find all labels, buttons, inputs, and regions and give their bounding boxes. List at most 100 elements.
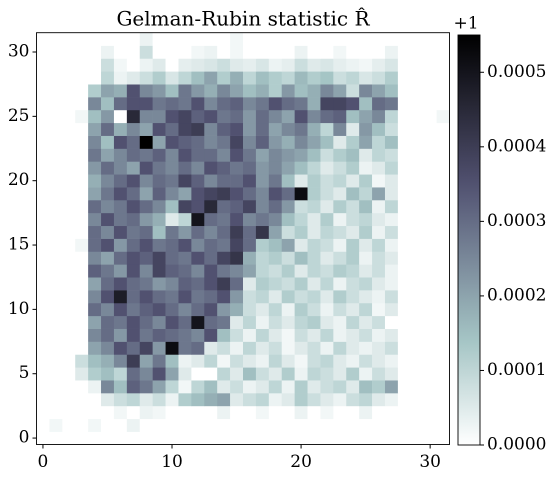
heatmap-cell — [88, 238, 102, 252]
heatmap-cell — [320, 367, 334, 381]
heatmap-cell — [346, 199, 360, 214]
heatmap-cell — [423, 148, 437, 162]
heatmap-cell — [243, 174, 257, 188]
heatmap-cell — [359, 161, 373, 175]
heatmap-cell — [359, 405, 373, 420]
heatmap-cell — [268, 238, 283, 252]
heatmap-cell — [346, 135, 360, 149]
heatmap-cell — [191, 367, 205, 381]
heatmap-cell — [88, 225, 102, 239]
heatmap-cell — [320, 393, 334, 407]
heatmap-cell — [384, 315, 399, 329]
heatmap-cell — [372, 187, 386, 201]
heatmap-cell — [397, 32, 412, 46]
heatmap-cell — [204, 109, 218, 124]
heatmap-cell — [255, 405, 270, 420]
heatmap-cell — [165, 174, 179, 188]
heatmap-cell — [359, 225, 373, 239]
heatmap-cell — [372, 264, 386, 278]
heatmap-cell — [36, 225, 50, 239]
heatmap-cell — [165, 212, 179, 227]
heatmap-cell — [113, 148, 128, 162]
heatmap-cell — [359, 380, 373, 394]
heatmap-cell — [113, 277, 128, 291]
heatmap-cell — [255, 225, 270, 239]
heatmap-cell — [191, 212, 205, 227]
heatmap-cell — [139, 238, 153, 252]
heatmap-cell — [243, 393, 257, 407]
heatmap-cell — [230, 431, 244, 445]
heatmap-cell — [307, 405, 321, 420]
heatmap-cell — [255, 354, 270, 368]
heatmap-cell — [410, 148, 424, 162]
heatmap-cell — [217, 315, 231, 329]
heatmap-cell — [49, 328, 63, 342]
heatmap-cell — [113, 393, 128, 407]
heatmap-cell — [436, 238, 450, 252]
heatmap-cell — [423, 174, 437, 188]
heatmap-cell — [178, 380, 192, 394]
heatmap-cell — [359, 354, 373, 368]
heatmap-cell — [204, 187, 218, 201]
heatmap-cell — [178, 32, 192, 46]
heatmap-cell — [255, 58, 270, 72]
heatmap-cell — [75, 238, 89, 252]
heatmap-cell — [436, 109, 450, 124]
heatmap-cell — [307, 84, 321, 98]
heatmap-cell — [230, 393, 244, 407]
heatmap-cell — [113, 199, 128, 214]
heatmap-cell — [191, 148, 205, 162]
heatmap-cell — [307, 418, 321, 432]
heatmap-cell — [113, 380, 128, 394]
heatmap-cell — [397, 251, 412, 265]
heatmap-cell — [62, 212, 76, 227]
heatmap-cell — [178, 122, 192, 136]
heatmap-cell — [191, 238, 205, 252]
heatmap-cell — [88, 290, 102, 304]
heatmap-cell — [294, 418, 308, 432]
heatmap-cell — [243, 380, 257, 394]
heatmap-cell — [410, 328, 424, 342]
heatmap-cell — [36, 84, 50, 98]
heatmap-cell — [36, 174, 50, 188]
heatmap-cell — [113, 328, 128, 342]
heatmap-cell — [88, 199, 102, 214]
heatmap-cell — [255, 32, 270, 46]
heatmap-cell — [307, 354, 321, 368]
heatmap-cell — [372, 328, 386, 342]
heatmap-cell — [62, 122, 76, 136]
heatmap-cell — [230, 187, 244, 201]
heatmap-cell — [101, 71, 115, 85]
heatmap-cell — [320, 161, 334, 175]
heatmap-cell — [204, 328, 218, 342]
heatmap-cell — [294, 212, 308, 227]
heatmap-cell — [230, 109, 244, 124]
heatmap-cell — [410, 71, 424, 85]
heatmap-cell — [49, 418, 63, 432]
heatmap-cell — [410, 315, 424, 329]
heatmap-cell — [101, 277, 115, 291]
heatmap-cell — [36, 277, 50, 291]
heatmap-cell — [397, 161, 412, 175]
heatmap-cell — [217, 109, 231, 124]
heatmap-cell — [139, 251, 153, 265]
heatmap-cell — [101, 45, 115, 59]
heatmap-cell — [178, 84, 192, 98]
heatmap-cell — [333, 290, 347, 304]
heatmap-cell — [101, 405, 115, 420]
heatmap-cell — [410, 290, 424, 304]
heatmap-cell — [139, 45, 153, 59]
heatmap-cell — [410, 277, 424, 291]
heatmap-cell — [165, 122, 179, 136]
heatmap-cell — [113, 354, 128, 368]
heatmap-cell — [217, 354, 231, 368]
heatmap-cell — [359, 290, 373, 304]
heatmap-cell — [333, 32, 347, 46]
heatmap-cell — [88, 264, 102, 278]
heatmap-cell — [126, 277, 141, 291]
heatmap-cell — [320, 380, 334, 394]
heatmap-cell — [217, 97, 231, 111]
heatmap-cell — [178, 315, 192, 329]
heatmap-cell — [152, 328, 166, 342]
heatmap-cell — [243, 225, 257, 239]
